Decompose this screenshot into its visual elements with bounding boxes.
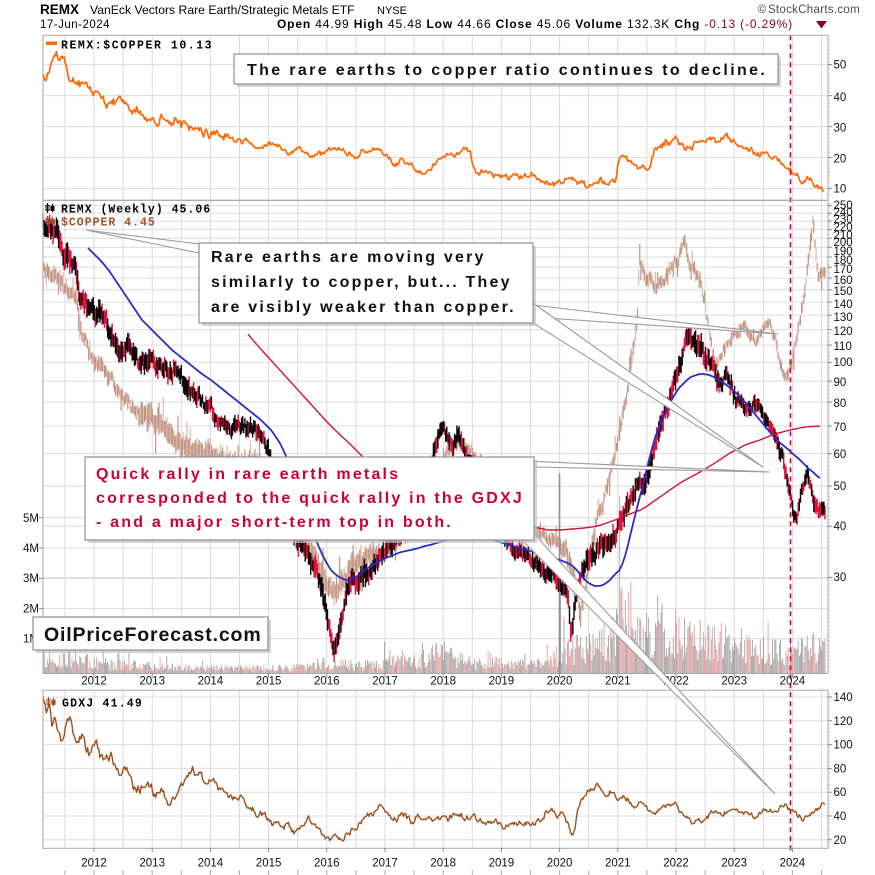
svg-text:160: 160 — [834, 275, 853, 287]
svg-text:120: 120 — [834, 716, 853, 728]
svg-text:Rare earths are moving very: Rare earths are moving very — [211, 249, 486, 266]
svg-text:2019: 2019 — [489, 676, 515, 688]
svg-text:200: 200 — [834, 237, 853, 249]
svg-text:80: 80 — [834, 763, 847, 775]
svg-text:OilPriceForecast.com: OilPriceForecast.com — [44, 624, 262, 646]
svg-text:180: 180 — [834, 255, 853, 267]
svg-text:- and a major short-term top i: - and a major short-term top in both. — [96, 514, 453, 531]
svg-text:60: 60 — [834, 449, 847, 461]
svg-text:REMX:$COPPER 10.13: REMX:$COPPER 10.13 — [61, 40, 213, 53]
svg-text:170: 170 — [834, 264, 853, 276]
svg-text:30: 30 — [834, 572, 847, 584]
svg-text:70: 70 — [834, 422, 847, 434]
svg-text:30: 30 — [834, 123, 847, 135]
svg-text:10: 10 — [834, 184, 847, 196]
svg-text:50: 50 — [834, 60, 847, 72]
svg-text:150: 150 — [834, 286, 853, 298]
svg-text:40: 40 — [834, 521, 847, 533]
svg-text:2018: 2018 — [430, 676, 456, 688]
svg-text:2015: 2015 — [256, 676, 282, 688]
svg-text:2016: 2016 — [314, 676, 340, 688]
svg-text:2021: 2021 — [605, 858, 631, 870]
svg-text:2013: 2013 — [139, 676, 165, 688]
svg-text:3M: 3M — [23, 573, 39, 585]
svg-text:220: 220 — [834, 222, 853, 234]
svg-text:5M: 5M — [23, 513, 39, 525]
svg-text:80: 80 — [834, 398, 847, 410]
svg-text:© StockCharts.com: © StockCharts.com — [758, 4, 860, 16]
svg-text:2022: 2022 — [663, 858, 689, 870]
svg-text:40: 40 — [834, 811, 847, 823]
svg-text:REMX: REMX — [40, 2, 79, 17]
svg-text:2020: 2020 — [547, 858, 573, 870]
svg-text:2016: 2016 — [314, 858, 340, 870]
svg-text:2019: 2019 — [489, 858, 515, 870]
svg-text:100: 100 — [834, 357, 853, 369]
svg-text:The rare earths to copper rati: The rare earths to copper ratio continue… — [247, 62, 767, 79]
svg-text:2017: 2017 — [372, 858, 398, 870]
svg-text:corresponded to the quick rall: corresponded to the quick rally in the G… — [96, 490, 524, 507]
svg-text:2020: 2020 — [547, 676, 573, 688]
svg-text:100: 100 — [834, 740, 853, 752]
svg-text:20: 20 — [834, 835, 847, 847]
svg-text:2021: 2021 — [605, 676, 631, 688]
svg-text:VanEck Vectors Rare Earth/Stra: VanEck Vectors Rare Earth/Strategic Meta… — [90, 3, 355, 17]
svg-text:2012: 2012 — [81, 858, 107, 870]
svg-text:2014: 2014 — [198, 676, 224, 688]
svg-text:40: 40 — [834, 92, 847, 104]
svg-text:140: 140 — [834, 692, 853, 704]
svg-text:similarly to copper, but... Th: similarly to copper, but... They — [211, 274, 512, 291]
svg-text:110: 110 — [834, 341, 852, 353]
svg-text:2012: 2012 — [81, 676, 107, 688]
svg-text:Quick rally in rare earth meta: Quick rally in rare earth metals — [96, 466, 400, 483]
svg-text:190: 190 — [834, 246, 853, 258]
svg-text:2015: 2015 — [256, 858, 282, 870]
svg-text:240: 240 — [834, 207, 853, 219]
svg-text:are visibly weaker than copper: are visibly weaker than copper. — [211, 299, 516, 316]
svg-text:140: 140 — [834, 299, 853, 311]
svg-text:17-Jun-2024: 17-Jun-2024 — [40, 19, 110, 31]
svg-text:REMX (Weekly) 45.06: REMX (Weekly) 45.06 — [61, 204, 211, 217]
svg-text:2014: 2014 — [198, 858, 224, 870]
svg-text:50: 50 — [834, 481, 847, 493]
svg-text:230: 230 — [834, 214, 853, 226]
svg-text:4M: 4M — [23, 543, 39, 555]
svg-text:NYSE: NYSE — [377, 5, 407, 17]
svg-text:2023: 2023 — [721, 676, 747, 688]
svg-text:Open 44.99 High 45.48 Low 44.6: Open 44.99 High 45.48 Low 44.66 Close 45… — [277, 17, 793, 31]
svg-text:90: 90 — [834, 377, 847, 389]
svg-text:60: 60 — [834, 787, 847, 799]
svg-text:120: 120 — [834, 326, 853, 338]
svg-text:2013: 2013 — [139, 858, 165, 870]
svg-text:20: 20 — [834, 154, 847, 166]
svg-text:130: 130 — [834, 312, 853, 324]
svg-text:2017: 2017 — [372, 676, 398, 688]
svg-text:250: 250 — [834, 200, 853, 212]
svg-text:GDXJ 41.49: GDXJ 41.49 — [62, 698, 143, 711]
svg-text:2018: 2018 — [430, 858, 456, 870]
svg-text:210: 210 — [834, 230, 853, 242]
svg-text:2024: 2024 — [780, 858, 806, 870]
svg-text:2024: 2024 — [780, 676, 806, 688]
svg-text:2M: 2M — [23, 603, 39, 615]
svg-text:$COPPER 4.45: $COPPER 4.45 — [61, 217, 156, 230]
svg-text:2023: 2023 — [721, 858, 747, 870]
